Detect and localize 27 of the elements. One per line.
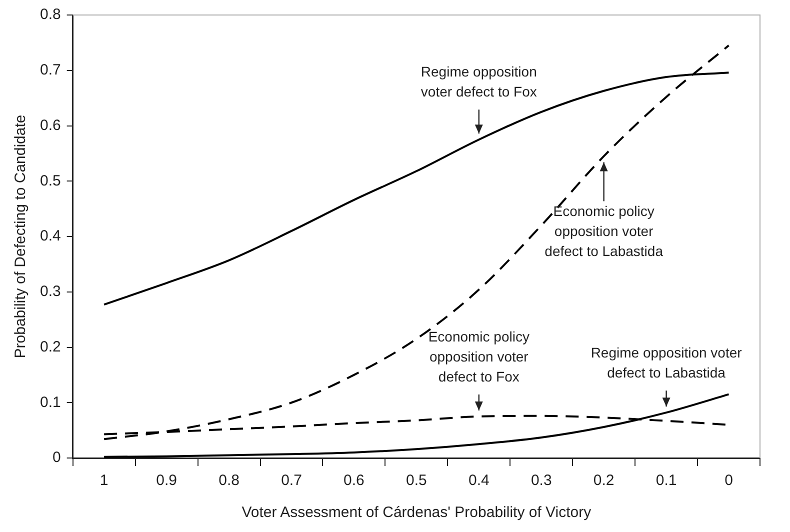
- annotation: Regime opposition voter defect to Labastida: [590, 344, 742, 380]
- y-tick-label: 0.3: [40, 283, 61, 300]
- annotation: Economic policy opposition voter defect to Labastida: [544, 203, 664, 260]
- y-tick-label: 0.6: [40, 116, 61, 134]
- x-tick-label: 0: [724, 472, 733, 490]
- x-tick-label: 0.5: [406, 472, 427, 490]
- x-axis-title: Voter Assessment of Cárdenas' Probability of Victory: [242, 504, 592, 522]
- x-tick-label: 1: [100, 472, 108, 490]
- x-tick-label: 0.3: [530, 472, 552, 490]
- x-tick-label: 0.6: [344, 472, 364, 490]
- y-axis-title: Probability of Defecting to Candidate: [12, 114, 30, 358]
- annotation: Regime opposition voter defect to Fox: [420, 63, 537, 100]
- y-tick-label: 0.2: [40, 338, 61, 356]
- y-tick-label: 0: [52, 449, 61, 466]
- x-tick-label: 0.9: [156, 472, 177, 490]
- x-tick-label: 0.7: [281, 472, 302, 490]
- line-series: [103, 393, 730, 458]
- y-tick-label: 0.7: [40, 62, 61, 79]
- y-tick-label: 0.1: [40, 394, 61, 411]
- x-tick-label: 0.1: [656, 472, 677, 490]
- y-tick-label: 0.5: [40, 172, 61, 190]
- x-tick-label: 0.4: [468, 472, 490, 490]
- x-tick-label: 0.2: [593, 472, 614, 490]
- y-tick-label: 0.4: [40, 228, 61, 245]
- x-tick-label: 0.8: [218, 472, 240, 490]
- annotation: Economic policy opposition voter defect to Fox: [428, 328, 530, 384]
- y-tick-label: 0.8: [40, 6, 61, 24]
